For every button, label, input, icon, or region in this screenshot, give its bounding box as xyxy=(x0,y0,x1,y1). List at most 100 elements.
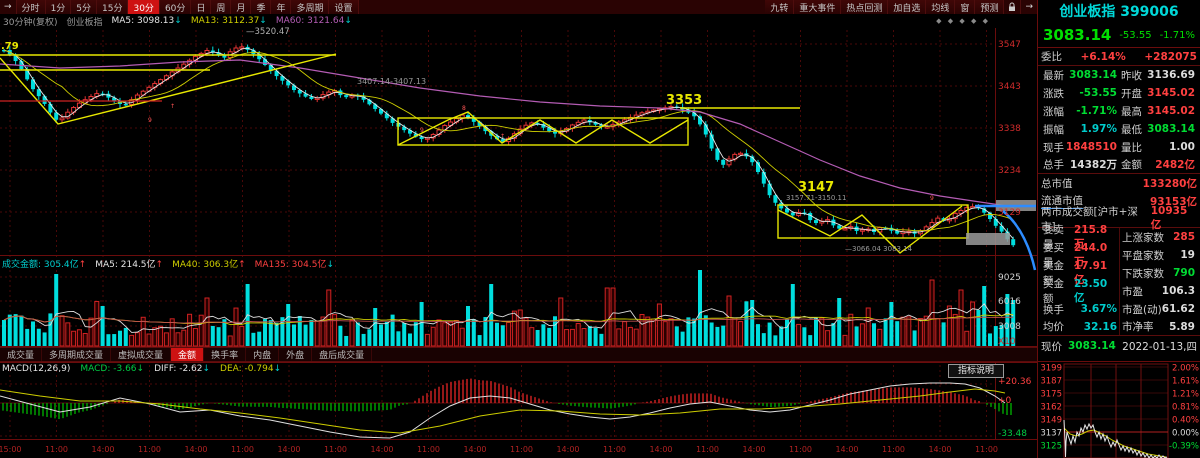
current-price-row: 现价 3083.14 2022-01-13,四 xyxy=(1041,340,1197,353)
volume-tab-多周期成交量[interactable]: 多周期成交量 xyxy=(42,348,112,361)
wide-stat-row: 两市成交额[沪市+深市] 10935亿 xyxy=(1038,205,1200,233)
jump-arrow-icon[interactable]: → xyxy=(0,0,17,14)
period-tab-月[interactable]: 月 xyxy=(231,0,252,14)
period-tab-30分[interactable]: 30分 xyxy=(128,0,160,14)
svg-text:11:00: 11:00 xyxy=(324,445,347,454)
stat-row: 总手 14382万 金额 2482亿 xyxy=(1038,156,1200,174)
volume-indicator-row: 成交金额: 305.4亿↑ MA5: 214.5亿↑ MA40: 306.3亿↑… xyxy=(2,257,334,270)
period-tab-季[interactable]: 季 xyxy=(251,0,272,14)
volume-bars xyxy=(2,270,1016,347)
svg-text:3547: 3547 xyxy=(998,40,1021,50)
svg-text:3129: 3129 xyxy=(998,208,1021,218)
collapse-panel-icon[interactable]: → xyxy=(1025,2,1033,12)
volume-tab-bar: 成交量 多周期成交量 虚拟成交量 金额 换手率 内盘 外盘 盘后成交量 xyxy=(0,347,1037,362)
period-tab-5分[interactable]: 5分 xyxy=(71,0,98,14)
stat-row: 买金额 23.50亿 市盈 106.3 xyxy=(1043,277,1195,306)
tool-button-九转[interactable]: 九转 xyxy=(765,0,795,14)
toolbar: → 分时 1分 5分 15分 30分 60分日周月季年多周期 设置 九转 重大事件 热点回测 加自… xyxy=(0,0,1037,14)
stat-row: 换手 3.67% 市盈(动) 61.62 xyxy=(1038,300,1200,318)
volume-tab-金额[interactable]: 金额 xyxy=(171,348,205,361)
svg-text:11:00: 11:00 xyxy=(696,445,719,454)
svg-text:15:00: 15:00 xyxy=(0,445,22,454)
period-tab-分时[interactable]: 分时 xyxy=(16,0,46,14)
svg-text:14:00: 14:00 xyxy=(742,445,765,454)
volume-tab-换手率[interactable]: 换手率 xyxy=(204,348,247,361)
period-tab-日[interactable]: 日 xyxy=(191,0,212,14)
instrument-title[interactable]: 创业板指 399006 xyxy=(1059,4,1179,20)
tool-button-均线[interactable]: 均线 xyxy=(926,0,956,14)
tool-button-加自选[interactable]: 加自选 xyxy=(888,0,927,14)
svg-text:6016: 6016 xyxy=(998,297,1021,307)
svg-text:0.81%: 0.81% xyxy=(1172,403,1199,413)
volume-tab-虚拟成交量[interactable]: 虚拟成交量 xyxy=(111,348,172,361)
quote-stats: 委比 +6.14% +282075 最新 3083.14 昨收 3136.69 涨跌 -53.5… xyxy=(1038,48,1200,356)
svg-text:X10: X10 xyxy=(998,337,1016,347)
period-tab-15分[interactable]: 15分 xyxy=(97,0,129,14)
svg-text:11:00: 11:00 xyxy=(789,445,812,454)
period-tab-1分[interactable]: 1分 xyxy=(45,0,72,14)
intraday-mini-chart[interactable]: 3199 3187 3175 3162 3149 3137 3125 2.00% 1.61% 1.… xyxy=(1038,361,1200,458)
stat-row: 最新 3083.14 昨收 3136.69 xyxy=(1043,69,1195,82)
svg-text:1.21%: 1.21% xyxy=(1172,390,1199,400)
volume-ma5: MA5: 214.5亿↑ xyxy=(95,259,164,270)
svg-text:-0.39%: -0.39% xyxy=(1169,442,1199,452)
period-tab-年[interactable]: 年 xyxy=(271,0,292,14)
tool-button-重大事件[interactable]: 重大事件 xyxy=(794,0,842,14)
volume-amount: 成交金额: 305.4亿↑ xyxy=(2,259,87,270)
svg-text:3353: 3353 xyxy=(666,93,702,108)
svg-text:↑: ↑ xyxy=(500,133,505,140)
stat-row: 卖金额 17.91亿 下跌家数 790 xyxy=(1043,259,1195,288)
svg-text:11:00: 11:00 xyxy=(231,445,254,454)
svg-text:3162: 3162 xyxy=(1040,403,1062,413)
volume-tab-成交量[interactable]: 成交量 xyxy=(0,348,43,361)
svg-text:11:00: 11:00 xyxy=(975,445,998,454)
period-tab-周[interactable]: 周 xyxy=(211,0,232,14)
svg-text:1.61%: 1.61% xyxy=(1172,377,1199,387)
stat-row: 涨幅 -1.71% 最高 3145.02 xyxy=(1043,105,1195,118)
svg-text:-33.48: -33.48 xyxy=(998,429,1027,439)
indicator-help-button[interactable]: 指标说明 xyxy=(948,364,1004,378)
svg-text:3407.14-3407.13: 3407.14-3407.13 xyxy=(357,77,426,86)
period-tab-多周期[interactable]: 多周期 xyxy=(291,0,330,14)
period-label: 30分钟(复权) xyxy=(3,17,58,28)
svg-text:0.00%: 0.00% xyxy=(1172,429,1199,439)
volume-tab-内盘[interactable]: 内盘 xyxy=(246,348,280,361)
period-tab-设置[interactable]: 设置 xyxy=(329,0,359,14)
dea-value: DEA: -0.794↓ xyxy=(220,364,282,374)
price-change: -53.55 xyxy=(1119,29,1152,41)
svg-text:11:00: 11:00 xyxy=(882,445,905,454)
svg-text:3234: 3234 xyxy=(998,166,1021,176)
svg-text:14:00: 14:00 xyxy=(370,445,393,454)
svg-text:—3066.04 3083.14: —3066.04 3083.14 xyxy=(845,245,913,253)
wide-stat-row: 总市值 133280亿 xyxy=(1041,177,1197,190)
lock-icon[interactable] xyxy=(1004,0,1022,14)
svg-text:+0: +0 xyxy=(998,396,1012,406)
ma-indicator-row: 30分钟(复权) 创业板指 MA5: 3098.13↓ MA13: 3112.3… xyxy=(0,14,1036,28)
toolbar-tools: 九转 重大事件 热点回测 加自选 均线窗预测 xyxy=(765,0,1005,14)
tool-button-热点回测[interactable]: 热点回测 xyxy=(841,0,889,14)
svg-text:3157.71-3150.11: 3157.71-3150.11 xyxy=(786,194,846,202)
tool-button-预测[interactable]: 预测 xyxy=(975,0,1005,14)
volume-tab-外盘[interactable]: 外盘 xyxy=(279,348,313,361)
main-chart-canvas[interactable]: .79 —3520.47 3407.14-3407.13 3353 31473157.7… xyxy=(0,0,1037,458)
toolbar-spacer xyxy=(359,0,766,14)
svg-text:11:00: 11:00 xyxy=(603,445,626,454)
period-tab-60分[interactable]: 60分 xyxy=(159,0,192,14)
stat-row: 涨跌 -53.55 开盘 3145.02 xyxy=(1043,87,1195,100)
svg-text:14:00: 14:00 xyxy=(649,445,672,454)
svg-text:8: 8 xyxy=(462,105,466,112)
svg-text:11:00: 11:00 xyxy=(138,445,161,454)
stat-row: 委卖量 215.8万 上涨家数 285 xyxy=(1043,223,1195,252)
stat-row: 均价 32.16 市净率 5.89 xyxy=(1038,318,1200,336)
volume-tab-盘后成交量[interactable]: 盘后成交量 xyxy=(312,348,373,361)
svg-text:14:00: 14:00 xyxy=(835,445,858,454)
svg-text:3175: 3175 xyxy=(1040,390,1062,400)
ma5-value: MA5: 3098.13↓ xyxy=(111,16,182,26)
diamond-markers-icon: ◆ ◆ ◆ ◆ ◆ xyxy=(936,17,990,25)
quote-panel: 创业板指 399006 3083.14 -53.55 -1.71% 委比 +6.1… xyxy=(1037,0,1200,458)
ma60-value: MA60: 3121.64↓ xyxy=(275,16,352,26)
svg-text:11:00: 11:00 xyxy=(417,445,440,454)
ma13-value: MA13: 3112.37↓ xyxy=(190,16,267,26)
tool-button-窗[interactable]: 窗 xyxy=(955,0,976,14)
